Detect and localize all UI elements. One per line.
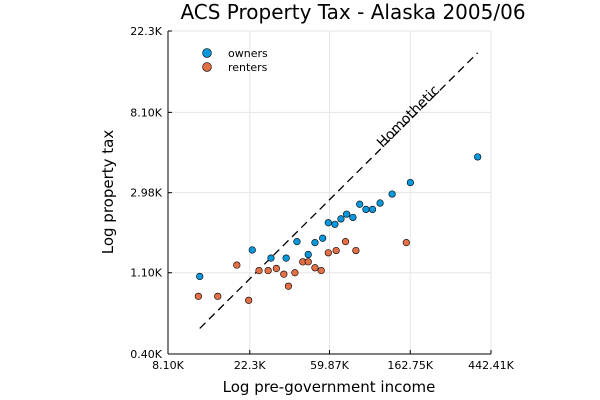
renters-point: [280, 270, 288, 278]
renters-point: [402, 239, 410, 247]
owners-point: [331, 220, 339, 228]
renters-point: [352, 246, 360, 255]
data-points: [194, 153, 482, 304]
x-tick-label: 8.10K: [152, 359, 184, 372]
owners-point: [319, 234, 327, 242]
chart-title: ACS Property Tax - Alaska 2005/06: [180, 0, 525, 24]
homothetic-label: Homothetic: [374, 82, 443, 151]
y-tick-label: 8.10K: [130, 106, 162, 119]
renters-point: [284, 282, 293, 290]
y-tick-label: 1.10K: [130, 267, 162, 280]
renters-point: [341, 238, 350, 246]
x-tick-label: 442.41K: [468, 359, 514, 372]
owners-point: [282, 254, 290, 262]
x-tick-label: 162.75K: [387, 359, 433, 372]
owners-point: [376, 199, 384, 207]
owners-point: [304, 250, 312, 259]
renters-point: [214, 292, 222, 300]
owners-point: [368, 205, 377, 214]
renters-point: [304, 258, 312, 266]
owners-point: [324, 219, 332, 227]
y-tick-label: 2.98K: [130, 187, 162, 200]
renters-point: [245, 296, 253, 304]
renters-point: [311, 264, 319, 272]
legend-marker-renters: [202, 62, 212, 72]
x-tick-label: 22.3K: [234, 359, 266, 372]
owners-point: [267, 254, 275, 262]
owners-point: [362, 205, 370, 214]
owners-point: [196, 272, 204, 281]
owners-point: [406, 178, 414, 187]
renters-point: [272, 264, 280, 273]
renters-point: [255, 266, 263, 275]
y-axis-label: Log property tax: [99, 130, 117, 255]
owners-point: [248, 246, 256, 254]
owners-point: [343, 210, 351, 218]
renters-point: [194, 292, 202, 300]
owners-point: [349, 213, 357, 222]
owners-point: [293, 238, 301, 246]
y-tick-label: 22.3K: [130, 25, 162, 38]
x-ticks: 8.10K 22.3K 59.87K 162.75K 442.41K: [152, 350, 515, 372]
x-tick-label: 59.87K: [310, 359, 349, 372]
reference-line-group: Homothetic: [199, 52, 479, 329]
renters-point: [264, 266, 272, 275]
renters-point: [324, 249, 332, 257]
owners-point: [356, 200, 364, 208]
y-tick-label: 0.40K: [130, 348, 162, 361]
owners-point: [474, 153, 482, 161]
legend-label-owners: owners: [228, 47, 268, 60]
renters-point: [291, 269, 299, 277]
x-axis-label: Log pre-government income: [223, 378, 436, 396]
y-ticks: 0.40K 1.10K 2.98K 8.10K 22.3K: [130, 25, 172, 361]
renters-point: [332, 246, 340, 255]
owners-point: [388, 190, 396, 198]
owners-point: [337, 215, 345, 223]
renters-point: [233, 261, 241, 269]
grid: [167, 30, 492, 355]
legend-marker-owners: [202, 48, 212, 58]
renters-point: [317, 266, 325, 275]
homothetic-line: [199, 52, 479, 329]
owners-point: [311, 239, 319, 247]
legend-label-renters: renters: [228, 61, 268, 74]
